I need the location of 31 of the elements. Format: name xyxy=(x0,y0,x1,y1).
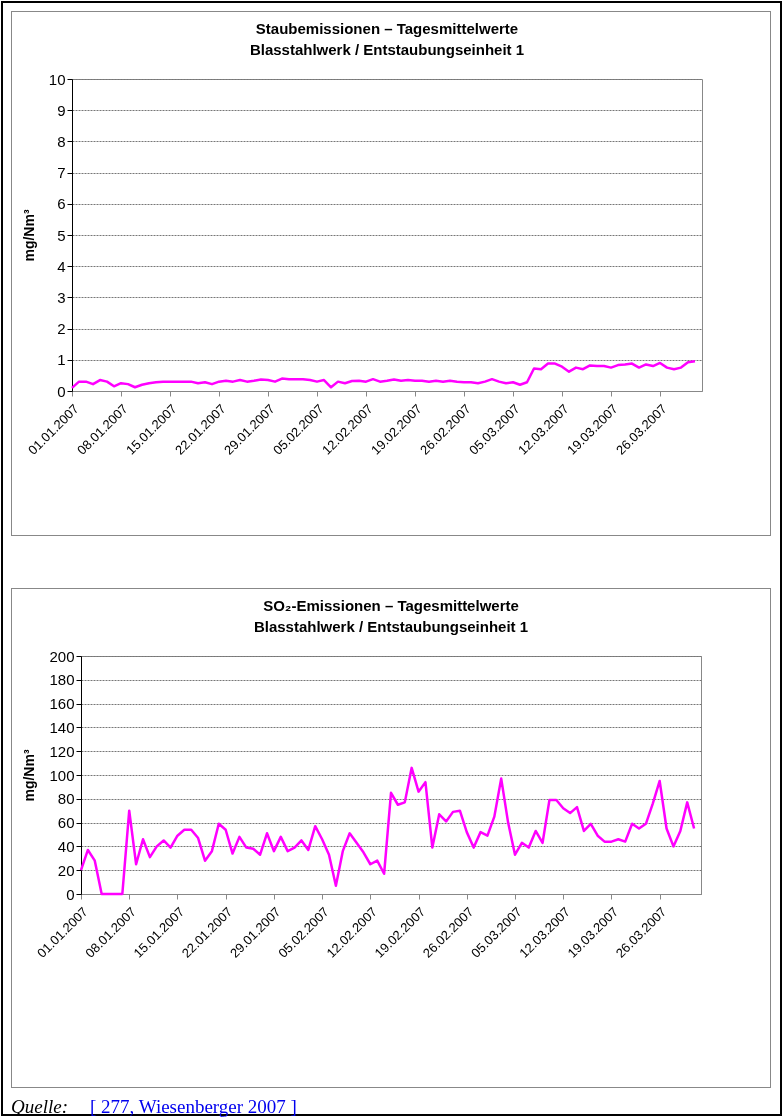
y-tick-label: 100 xyxy=(49,766,75,784)
y-tick-label: 0 xyxy=(57,382,66,400)
y-tick-label: 3 xyxy=(57,288,66,306)
y-tick-label: 4 xyxy=(57,257,66,275)
y-tick-label: 7 xyxy=(57,164,66,182)
y-tick-label: 20 xyxy=(57,861,75,879)
y-tick-label: 1 xyxy=(57,351,66,369)
y-axis-title: mg/Nm³ xyxy=(21,749,38,802)
chart-subtitle: Blasstahlwerk / Entstaubungseinheit 1 xyxy=(253,618,529,635)
y-axis-title: mg/Nm³ xyxy=(20,209,37,262)
chart-title: SO₂-Emissionen – Tagesmittelwerte xyxy=(263,597,519,614)
y-tick-label: 120 xyxy=(49,742,75,760)
y-tick-label: 9 xyxy=(57,101,66,119)
y-tick-label: 60 xyxy=(57,814,75,832)
line-series xyxy=(79,766,696,896)
y-tick-label: 8 xyxy=(57,132,66,150)
source-note: Quelle: [ 277, Wiesenberger 2007 ] xyxy=(11,1096,297,1117)
y-tick-label: 5 xyxy=(57,226,66,244)
y-tick-label: 2 xyxy=(57,320,66,338)
y-tick-label: 0 xyxy=(66,885,75,903)
y-tick-label: 180 xyxy=(49,671,75,689)
chart-subtitle: Blasstahlwerk / Entstaubungseinheit 1 xyxy=(249,41,525,58)
chart-title: Staubemissionen – Tagesmittelwerte xyxy=(255,20,519,37)
y-tick-label: 140 xyxy=(49,718,75,736)
y-tick-label: 80 xyxy=(57,790,75,808)
y-tick-label: 6 xyxy=(57,195,66,213)
y-tick-label: 10 xyxy=(48,70,66,88)
line-series xyxy=(70,360,697,390)
y-tick-label: 40 xyxy=(57,837,75,855)
y-tick-label: 160 xyxy=(49,695,75,713)
y-tick-label: 200 xyxy=(49,647,75,665)
